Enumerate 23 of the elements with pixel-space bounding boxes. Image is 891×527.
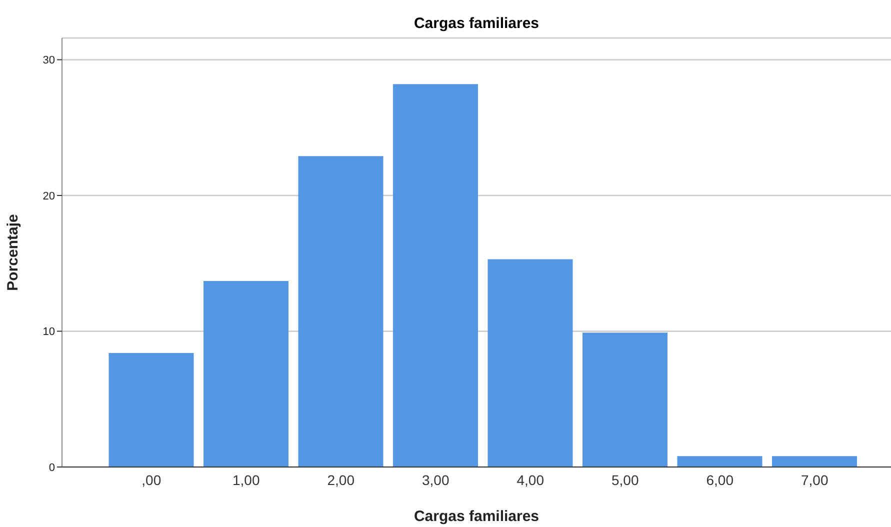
y-axis-title: Porcentaje — [4, 214, 22, 291]
bar — [582, 332, 668, 467]
bar — [298, 156, 384, 467]
x-tick-label: 2,00 — [327, 472, 355, 488]
bar — [203, 281, 288, 467]
y-tick-label: 30 — [42, 54, 55, 67]
x-tick-label: 6,00 — [706, 472, 734, 488]
x-tick-label: 1,00 — [232, 472, 260, 488]
x-tick-label: 7,00 — [801, 472, 828, 488]
y-tick-label: 20 — [42, 190, 55, 202]
x-tick-label: 3,00 — [422, 472, 450, 488]
chart-title: Cargas familiares — [412, 15, 540, 32]
bar — [108, 352, 194, 467]
y-tick-label: 10 — [42, 326, 55, 338]
bar — [677, 456, 762, 467]
bar — [392, 84, 478, 467]
x-axis-title: Cargas familiares — [414, 508, 540, 525]
y-tick-label: 0 — [48, 462, 55, 474]
x-tick-label: 5,00 — [612, 472, 639, 488]
bar — [772, 456, 857, 467]
bar — [488, 259, 573, 467]
x-tick-label: ,00 — [142, 472, 162, 488]
x-tick-label: 4,00 — [516, 472, 544, 488]
